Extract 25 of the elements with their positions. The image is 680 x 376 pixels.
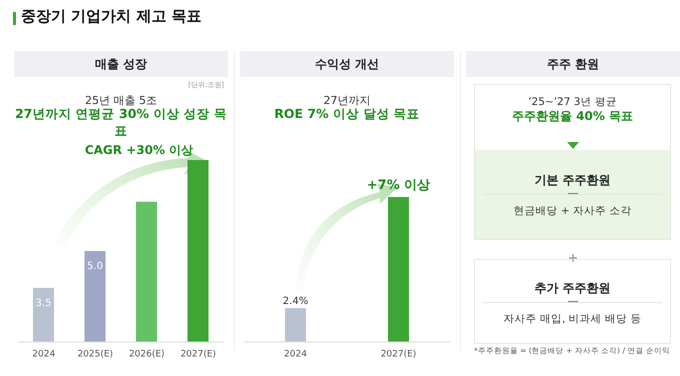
text: 자사주 매입, 비과세 배당 등 bbox=[502, 312, 642, 326]
data-label: 5.0 bbox=[87, 261, 103, 272]
text: 25년 매출 5조 bbox=[84, 93, 158, 108]
data-label: 3.5 bbox=[36, 298, 52, 309]
data-label: 2.4% bbox=[282, 296, 308, 308]
text: 주주환원율 40% 목표 bbox=[510, 108, 634, 125]
x-tick-label: 2025(E) bbox=[77, 349, 114, 360]
text: 27년까지 bbox=[322, 93, 372, 108]
x-tick-label: 2024 bbox=[284, 349, 308, 360]
text: 현금배당 + 자사주 소각 bbox=[512, 204, 632, 218]
text: 추가 주주환원 bbox=[533, 280, 612, 297]
x-tick-label: 2027(E) bbox=[180, 349, 216, 360]
x-tick-label: 2026(E) bbox=[128, 349, 165, 360]
chart-title: 매출 성장 bbox=[14, 51, 228, 77]
text: 중장기 기업가치 제고 목표 bbox=[21, 7, 202, 26]
x-tick-label: 2024 bbox=[32, 349, 56, 360]
text: 27년까지 연평균 30% 이상 성장 목표 bbox=[14, 106, 228, 140]
data-label: +7% 이상 bbox=[366, 178, 430, 193]
text: ’25~’27 3년 평균 bbox=[527, 95, 618, 109]
x-tick-label: 2027(E) bbox=[380, 349, 416, 360]
text: 주주 환원 bbox=[466, 51, 680, 77]
chart-title: 수익성 개선 bbox=[240, 51, 454, 77]
text: 기본 주주환원 bbox=[533, 172, 612, 189]
text: ROE 7% 이상 달성 목표 bbox=[273, 106, 421, 123]
text: CAGR +30% 이상 bbox=[84, 142, 194, 159]
